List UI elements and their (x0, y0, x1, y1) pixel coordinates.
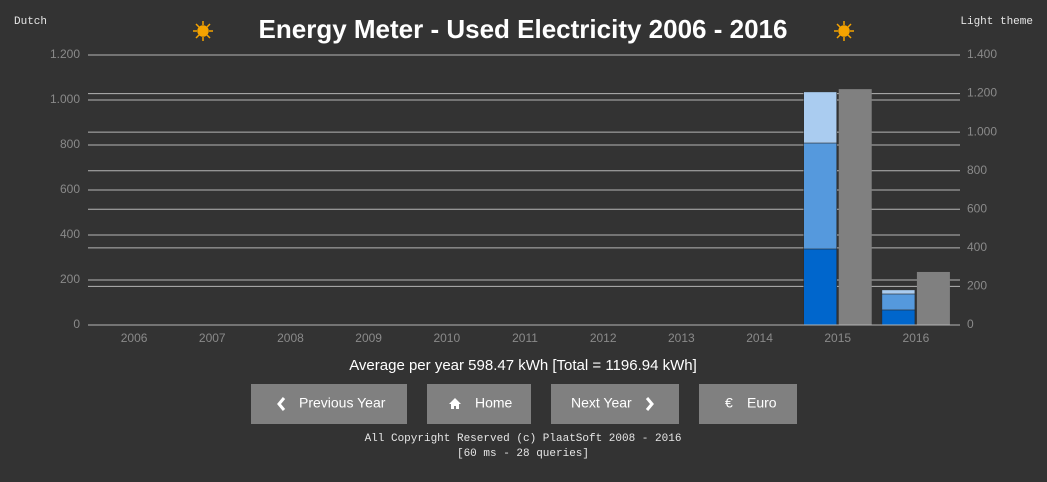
chart: 0 200 400 600 800 1.000 1.200 0 200 400 600 800 1.00… (50, 47, 997, 345)
sun-icon (193, 21, 213, 41)
y-tick-label: 200 (967, 279, 987, 293)
y-tick-label: 400 (967, 240, 987, 254)
bar-segment (803, 248, 837, 326)
euro-button[interactable]: € Euro (699, 384, 797, 424)
previous-year-button[interactable]: Previous Year (251, 384, 407, 424)
bar (838, 89, 872, 325)
x-tick-label: 2014 (746, 331, 773, 345)
y-tick-label: 400 (60, 227, 80, 241)
y-tick-label: 200 (60, 272, 80, 286)
button-label: Next Year (571, 395, 632, 411)
x-tick-label: 2015 (824, 331, 851, 345)
home-button[interactable]: Home (427, 384, 531, 424)
x-tick-label: 2007 (199, 331, 226, 345)
bar-segment (881, 293, 916, 311)
x-tick-label: 2006 (121, 331, 148, 345)
y-tick-label: 600 (967, 201, 987, 215)
button-label: Previous Year (299, 395, 386, 411)
next-year-button[interactable]: Next Year (551, 384, 679, 424)
x-tick-label: 2010 (433, 331, 460, 345)
sun-icon (834, 21, 854, 41)
theme-link[interactable]: Light theme (960, 16, 1033, 28)
x-tick-label: 2016 (903, 331, 930, 345)
y-tick-label: 1.200 (50, 47, 80, 61)
y-tick-label: 1.200 (967, 86, 997, 100)
x-tick-label: 2009 (355, 331, 382, 345)
bar-segment (803, 91, 837, 144)
button-icon: € (725, 395, 733, 411)
x-tick-label: 2011 (512, 331, 538, 345)
bar (916, 271, 950, 325)
y-tick-label: 1.000 (50, 92, 80, 106)
button-label: Home (475, 395, 513, 411)
x-tick-label: 2008 (277, 331, 304, 345)
y-tick-label: 800 (967, 163, 987, 177)
footer-line: [60 ms - 28 queries] (457, 448, 589, 460)
y-tick-label: 1.000 (967, 124, 997, 138)
y-tick-label: 1.400 (967, 47, 997, 61)
bar-segment (803, 142, 837, 250)
x-tick-label: 2012 (590, 331, 617, 345)
chart-title: Energy Meter - Used Electricity 2006 - 2… (259, 14, 788, 44)
y-tick-label: 800 (60, 137, 80, 151)
bar-segment (881, 309, 916, 326)
y-tick-label: 600 (60, 182, 80, 196)
summary: Average per year 598.47 kWh [Total = 119… (349, 357, 697, 374)
language-link[interactable]: Dutch (14, 16, 47, 28)
y-tick-label: 0 (73, 317, 80, 331)
button-label: Euro (747, 395, 777, 411)
footer-line: All Copyright Reserved (c) PlaatSoft 200… (365, 433, 682, 445)
y-tick-label: 0 (967, 317, 974, 331)
bar-segment (881, 289, 916, 295)
x-tick-label: 2013 (668, 331, 695, 345)
